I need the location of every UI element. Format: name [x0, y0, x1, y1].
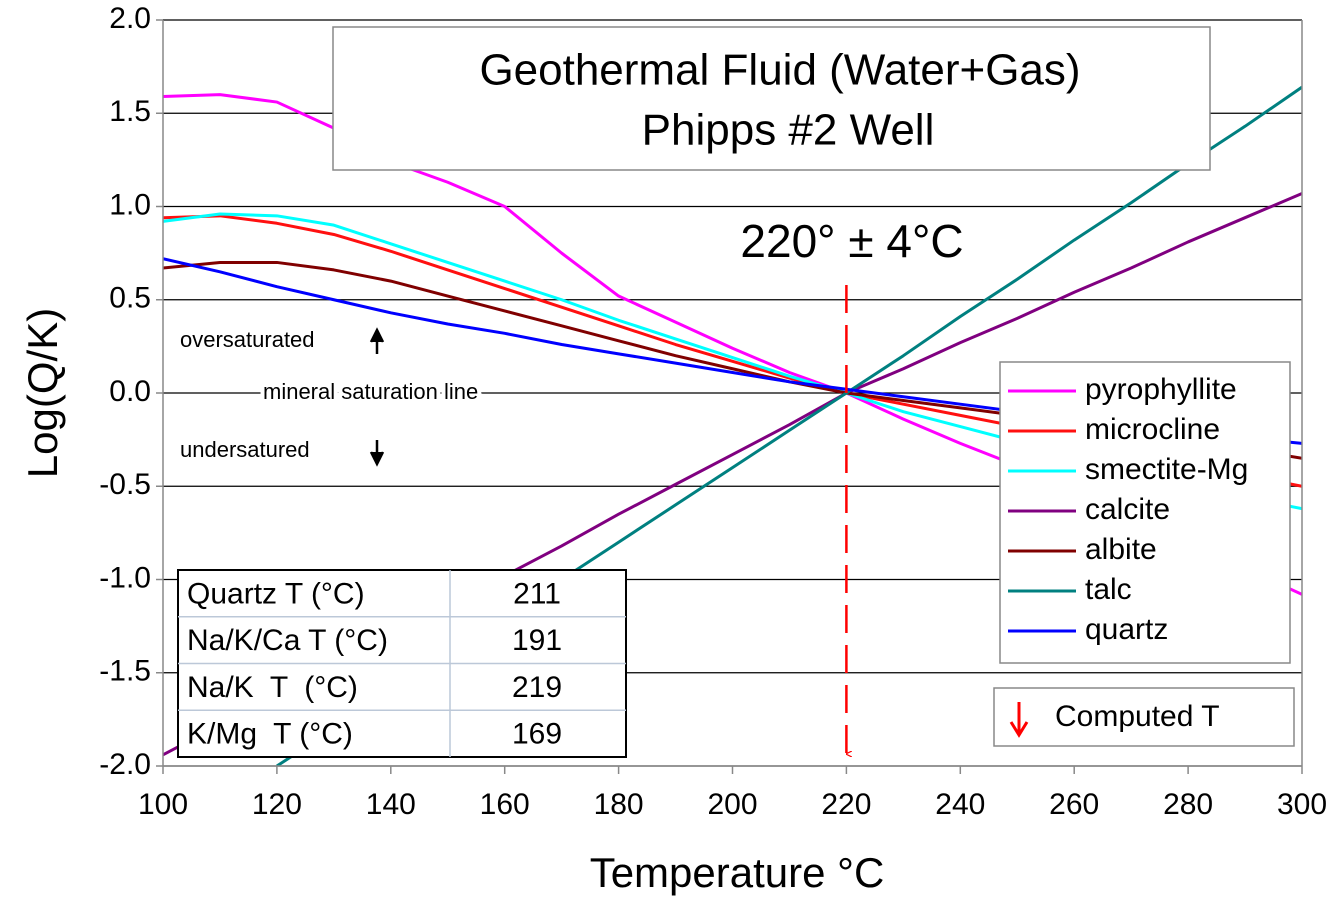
annotation: oversaturated: [180, 327, 315, 352]
table-cell: Quartz T (°C): [187, 577, 365, 610]
x-axis-title: Temperature °C: [590, 849, 885, 896]
x-tick-label: 240: [935, 788, 985, 821]
x-tick-label: 160: [480, 788, 530, 821]
x-tick-label: 260: [1049, 788, 1099, 821]
y-axis-title: Log(Q/K): [19, 308, 66, 478]
computed-arrow: [1009, 702, 1029, 738]
overlays: oversaturated mineral saturation line unde…: [177, 26, 1295, 758]
y-tick-label: -0.5: [99, 468, 151, 501]
y-tick-label: 0.0: [109, 375, 151, 408]
arrow-down: [369, 440, 385, 467]
computed-box: [993, 687, 1295, 747]
table-cell: 211: [513, 577, 561, 610]
x-tick-label: 120: [252, 788, 302, 821]
ticks: 2.0 1.5 1.0 0.5 0.0 -0.5 -1.0 -1.5 -2.0 100 120 140…: [99, 2, 1327, 821]
x-tick-label: 140: [366, 788, 416, 821]
x-tick-label: 200: [707, 788, 757, 821]
computed-label: Computed T: [1055, 700, 1220, 733]
annotation: undersatured: [180, 437, 310, 462]
y-tick-label: -1.5: [99, 655, 151, 688]
x-tick-label: 280: [1163, 788, 1213, 821]
chart-title: Geothermal Fluid (Water+Gas): [479, 46, 1080, 95]
table-cell: 191: [512, 624, 562, 657]
table-cell: 219: [512, 671, 562, 704]
y-tick-label: 1.0: [109, 188, 151, 221]
table-cell: 169: [512, 718, 562, 751]
y-tick-label: 2.0: [109, 2, 151, 35]
y-tick-label: 1.5: [109, 95, 151, 128]
title-box: [332, 26, 1211, 171]
estimate-label: 220° ± 4°C: [740, 215, 963, 267]
legend-label: albite: [1085, 533, 1157, 566]
table-cell: Na/K T (°C): [187, 671, 358, 704]
table-cell: K/Mg T (°C): [187, 718, 353, 751]
y-tick-label: -1.0: [99, 561, 151, 594]
legend-label: smectite-Mg: [1085, 453, 1248, 486]
legend-label: quartz: [1085, 613, 1168, 646]
legend-label: talc: [1085, 573, 1132, 606]
y-tick-label: -2.0: [99, 748, 151, 781]
x-tick-label: 220: [821, 788, 871, 821]
y-tick-label: 0.5: [109, 282, 151, 315]
legend-label: calcite: [1085, 493, 1170, 526]
x-tick-label: 300: [1277, 788, 1327, 821]
x-tick-label: 180: [594, 788, 644, 821]
x-tick-label: 100: [138, 788, 188, 821]
legend-label: pyrophyllite: [1085, 373, 1237, 406]
arrow-up: [369, 327, 385, 354]
annotation: mineral saturation line: [263, 379, 478, 404]
legend-label: microcline: [1085, 413, 1220, 446]
table-cell: Na/K/Ca T (°C): [187, 624, 388, 657]
chart-subtitle: Phipps #2 Well: [642, 106, 935, 155]
